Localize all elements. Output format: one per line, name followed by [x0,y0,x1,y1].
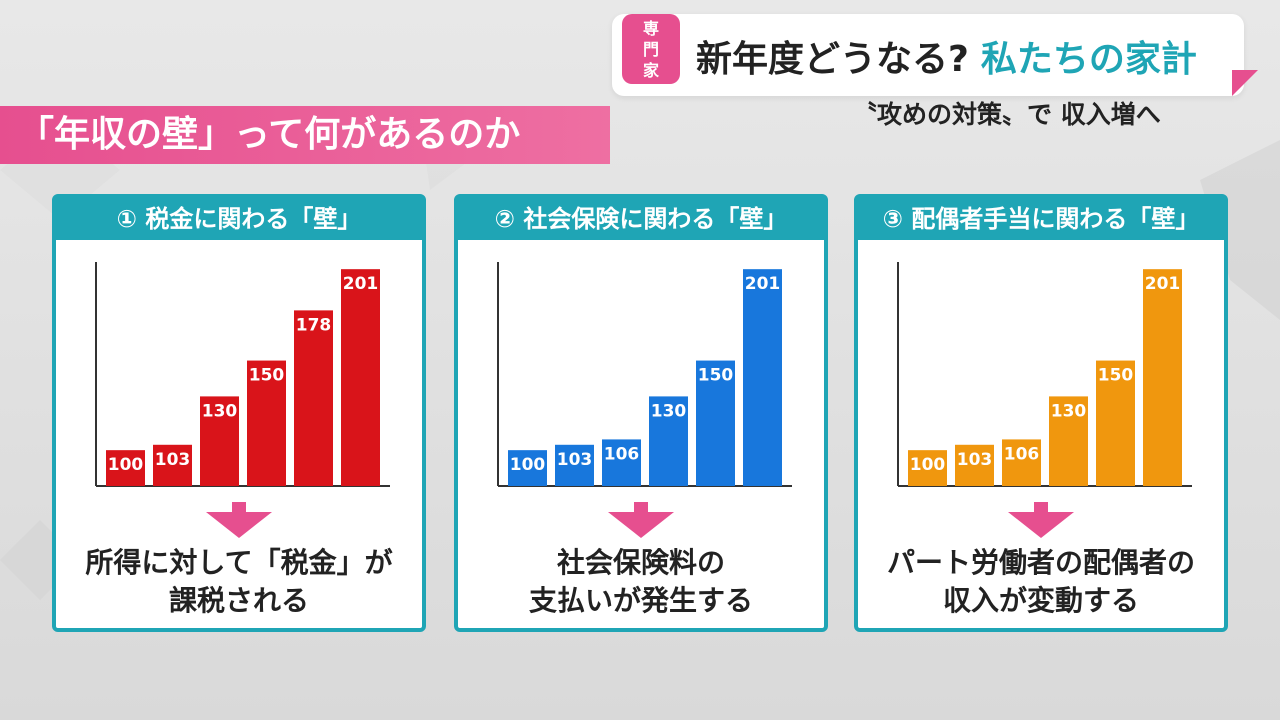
bar [508,450,547,486]
caption-line: パート労働者の配偶者の [886,546,1195,579]
down-arrow-icon [608,512,674,538]
panel-tax: ① 税金に関わる「壁」 100 103 130 150 178 201 所得に対して「税金… [52,194,426,632]
bar-value-label: 106 [604,444,640,464]
bar-value-label: 103 [957,450,993,470]
panel-title: ① 税金に関わる「壁」 [56,198,422,240]
bar [602,439,641,486]
badge-char: 門 [642,39,659,59]
bar [294,310,333,486]
bar [696,360,735,486]
bar-value-label: 150 [1098,366,1134,386]
down-arrow-icon [1008,512,1074,538]
header-subtitle: 〝攻めの対策〟で 収入増へ [852,100,1161,129]
header-title: 新年度どうなる? 私たちの家計 [696,34,1197,86]
bar-value-label: 130 [1051,401,1087,421]
bar-value-label: 201 [1145,274,1181,294]
arrow-shaft [232,502,246,514]
panel-caption: 社会保険料の 支払いが発生する [458,544,824,620]
bar-value-label: 150 [698,366,734,386]
caption-line: 収入が変動する [942,584,1139,617]
bar-value-label: 100 [108,455,144,475]
bar [1143,269,1182,486]
bar-value-label: 106 [1004,444,1040,464]
bar [743,269,782,486]
down-arrow-icon [206,512,272,538]
header-tail [1232,70,1258,96]
section-banner: 「年収の壁」って何があるのか [0,106,610,164]
panel-title: ③ 配偶者手当に関わる「壁」 [858,198,1224,240]
bar-chart-tax: 100 103 130 150 178 201 [95,262,390,538]
panel-social-insurance: ② 社会保険に関わる「壁」 100 103 106 130 150 201 社会保険料の … [454,194,828,632]
panel-caption: パート労働者の配偶者の 収入が変動する [858,544,1224,620]
bar-value-label: 100 [910,455,946,475]
arrow-shaft [1034,502,1048,514]
title-main: 新年度どうなる? [696,39,969,80]
bar [908,450,947,486]
bar-value-label: 201 [343,274,379,294]
bar-value-label: 150 [249,366,285,386]
caption-line: 課税される [168,584,309,617]
bar [555,444,594,486]
bar-value-label: 100 [510,455,546,475]
bar-chart-spouse-allowance: 100 103 106 130 150 201 [897,262,1192,538]
bar [341,269,380,486]
bar [955,444,994,486]
bar [1002,439,1041,486]
caption-line: 所得に対して「税金」が [85,546,393,579]
bar [1096,360,1135,486]
expert-badge: 専 門 家 [622,14,680,84]
bar-value-label: 130 [202,401,238,421]
panel-spouse-allowance: ③ 配偶者手当に関わる「壁」 100 103 106 130 150 201 パート労働者… [854,194,1228,632]
bar [153,444,192,486]
panel-title: ② 社会保険に関わる「壁」 [458,198,824,240]
caption-line: 支払いが発生する [528,584,753,617]
bar-chart-social-insurance: 100 103 106 130 150 201 [497,262,792,538]
badge-char: 家 [642,60,659,80]
badge-char: 専 [642,18,659,38]
header-box [612,14,1244,96]
panel-caption: 所得に対して「税金」が 課税される [56,544,422,620]
arrow-shaft [634,502,648,514]
bar-value-label: 201 [745,274,781,294]
caption-line: 社会保険料の [556,546,725,579]
bar-value-label: 178 [296,315,332,335]
bar-value-label: 103 [557,450,593,470]
bar [649,396,688,486]
title-accent: 私たちの家計 [980,39,1197,80]
bar-value-label: 130 [651,401,687,421]
bar [247,360,286,486]
bar [200,396,239,486]
bar-value-label: 103 [155,450,191,470]
bar [1049,396,1088,486]
bar [106,450,145,486]
